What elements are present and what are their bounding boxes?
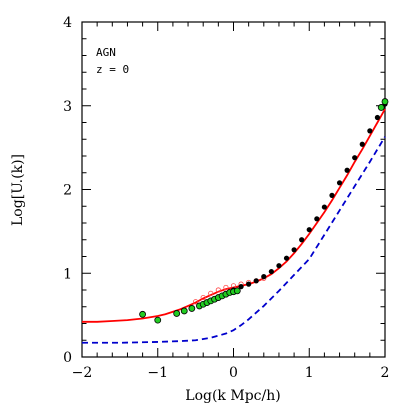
- series-line-solid-red: [82, 108, 386, 323]
- black-point: [359, 141, 365, 147]
- black-point: [306, 227, 312, 233]
- y-tick-label: 3: [63, 99, 72, 115]
- series-line-dashed-blue: [82, 136, 386, 344]
- black-point: [352, 155, 358, 161]
- black-point: [299, 237, 305, 243]
- black-point: [238, 284, 244, 290]
- x-tick-label: 0: [229, 365, 238, 381]
- green-point: [139, 310, 147, 318]
- green-point: [173, 310, 181, 317]
- y-axis-label: Log[U.(k)]: [10, 154, 26, 226]
- green-point: [154, 316, 162, 324]
- red-point: [200, 294, 206, 301]
- black-point: [291, 247, 297, 253]
- black-point: [336, 180, 343, 186]
- black-point: [268, 268, 274, 275]
- green-point: [188, 305, 196, 312]
- tick-labels: −2 −1 0 1 2 0 1 2 3 4: [63, 15, 389, 381]
- y-tick-label: 0: [63, 350, 72, 366]
- black-point: [314, 216, 320, 222]
- green-point: [233, 287, 241, 295]
- black-point: [367, 128, 373, 134]
- black-point: [276, 263, 282, 269]
- annotation-agn: AGN: [96, 46, 116, 59]
- black-point: [283, 255, 290, 261]
- x-axis-label: Log(k Mpc/h): [185, 388, 280, 404]
- black-point: [261, 274, 267, 280]
- y-tick-label: 1: [63, 266, 72, 282]
- black-point: [374, 114, 381, 121]
- green-point: [377, 104, 385, 111]
- black-point: [246, 281, 252, 287]
- black-point: [253, 278, 259, 284]
- red-point: [208, 290, 214, 296]
- black-point: [329, 192, 335, 198]
- red-point: [223, 284, 229, 291]
- green-point: [381, 98, 389, 105]
- red-point: [215, 287, 221, 293]
- x-tick-label: 1: [305, 365, 314, 381]
- annotation-redshift: z = 0: [96, 63, 129, 76]
- series-layer: [82, 108, 386, 344]
- x-tick-label: 2: [381, 365, 390, 381]
- points-layer: [139, 98, 389, 324]
- x-tick-label: −2: [72, 365, 93, 381]
- x-tick-label: −1: [147, 365, 168, 381]
- black-point: [344, 167, 350, 173]
- y-tick-label: 2: [63, 183, 72, 199]
- red-point: [193, 299, 199, 305]
- black-point: [321, 204, 327, 210]
- green-point: [180, 307, 188, 315]
- y-tick-label: 4: [63, 15, 72, 31]
